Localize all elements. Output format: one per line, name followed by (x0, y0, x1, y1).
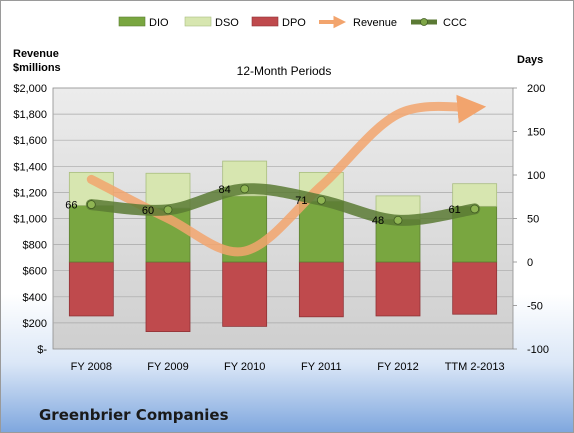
left-tick-label: $600 (23, 266, 47, 278)
left-axis-ticks: $2,000 $1,800 $1,600 $1,400 $1,200 $1,000 $800… (13, 83, 47, 356)
bar-dio (68, 205, 114, 263)
legend-item-dso: DSO (184, 16, 239, 29)
left-tick-label: $400 (23, 292, 47, 304)
legend-label-ccc: CCC (443, 17, 467, 29)
chart-title: 12-Month Periods (237, 64, 332, 78)
right-tick-label: 150 (527, 127, 545, 139)
bar-dso (452, 183, 498, 207)
category-label: FY 2012 (377, 361, 418, 373)
ccc-data-label: 66 (65, 200, 77, 212)
ccc-data-label: 71 (295, 195, 307, 207)
bar-dio (375, 218, 421, 263)
legend-item-ccc: CCC (411, 17, 467, 29)
left-tick-label: $1,200 (13, 187, 47, 199)
right-axis-ticks: 200 150 100 50 0 -50 -100 (513, 83, 549, 356)
category-label: FY 2011 (301, 361, 342, 373)
ccc-data-label: 61 (449, 204, 461, 216)
left-tick-label: $1,600 (13, 135, 47, 147)
bar-dpo (68, 261, 114, 317)
category-label: FY 2010 (224, 361, 265, 373)
category-labels: FY 2008 FY 2009 FY 2010 FY 2011 FY 2012 TTM 2… (71, 361, 505, 373)
left-tick-label: $800 (23, 240, 47, 252)
legend-item-revenue: Revenue (319, 15, 397, 29)
bar-dpo (145, 261, 191, 332)
left-axis-title-line1: Revenue (13, 48, 59, 60)
bar-dpo (452, 261, 498, 315)
left-tick-label: $- (37, 344, 47, 356)
left-tick-label: $200 (23, 318, 47, 330)
right-tick-label: 100 (527, 170, 545, 182)
right-tick-label: -100 (527, 344, 549, 356)
left-axis-title-line2: $millions (13, 62, 61, 74)
legend-label-dso: DSO (215, 17, 239, 29)
left-tick-label: $1,400 (13, 161, 47, 173)
bar-dio (298, 200, 344, 263)
category-label: TTM 2-2013 (445, 361, 505, 373)
category-label: FY 2008 (71, 361, 112, 373)
bar-dpo (222, 261, 268, 327)
legend: DIO DSO DPO Revenue CCC (118, 15, 467, 29)
ccc-point (240, 184, 250, 194)
left-tick-label: $1,000 (13, 214, 47, 226)
right-tick-label: 0 (527, 257, 533, 269)
legend-label-dio: DIO (149, 17, 169, 29)
legend-item-dpo: DPO (251, 16, 306, 29)
ccc-data-label: 60 (142, 205, 154, 217)
ccc-data-label: 84 (219, 184, 231, 196)
left-tick-label: $1,800 (13, 109, 47, 121)
ccc-point (393, 215, 403, 225)
right-tick-label: 50 (527, 214, 539, 226)
ccc-point (86, 200, 96, 209)
legend-label-revenue: Revenue (353, 17, 397, 29)
legend-label-dpo: DPO (282, 17, 306, 29)
bar-dpo (298, 261, 344, 318)
ccc-point (470, 204, 480, 214)
ccc-line (85, 183, 481, 226)
lines: 66 60 84 71 48 61 (65, 94, 487, 257)
right-axis-title: Days (517, 54, 543, 66)
ccc-data-label: 48 (372, 215, 384, 227)
bar-dpo (375, 261, 421, 317)
legend-item-dio: DIO (118, 16, 169, 29)
company-name: Greenbrier Companies (39, 406, 229, 424)
ccc-point (316, 195, 326, 205)
right-tick-label: -50 (527, 301, 543, 313)
category-label: FY 2009 (147, 361, 188, 373)
left-tick-label: $2,000 (13, 83, 47, 95)
ccc-point (163, 205, 173, 215)
right-tick-label: 200 (527, 83, 545, 95)
